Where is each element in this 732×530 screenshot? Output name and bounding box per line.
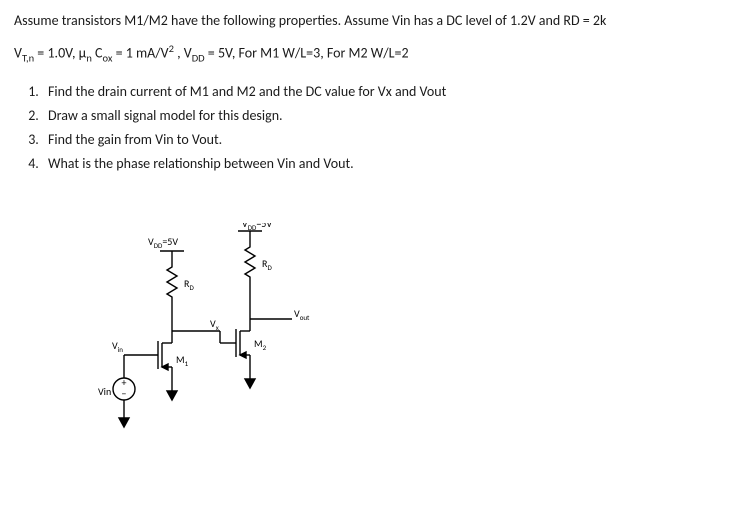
question-2: Draw a small signal model for this desig… (42, 104, 718, 128)
c-sym: C (92, 45, 103, 62)
svg-text:M2: M2 (254, 337, 267, 352)
parameter-line: VT,n = 1.0V, μn Cox = 1 mA/V2 , VDD = 5V… (14, 41, 718, 66)
svg-text:Vin: Vin (112, 339, 123, 354)
question-3: Find the gain from Vin to Vout. (42, 128, 718, 152)
m1-sub: 1 (185, 359, 189, 368)
svg-text:−: − (122, 387, 127, 400)
svg-text:RD: RD (262, 257, 272, 272)
problem-intro: Assume transistors M1/M2 have the follow… (14, 10, 718, 31)
vdd1-val: =5V (162, 235, 178, 248)
svg-text:Vx: Vx (210, 317, 219, 332)
vtn-sub: T,n (22, 51, 34, 64)
svg-text:Vout: Vout (294, 307, 310, 322)
m1-label: M (176, 353, 185, 366)
circuit-figure: + − VDD=5V VDD=5V RD RD Vx Vin Vout M1 M… (62, 223, 718, 457)
vtn-sym: V (14, 45, 22, 62)
vtn-val: = 1.0V, (34, 45, 79, 62)
kval: = 1 mA/V (112, 45, 168, 62)
m2-sub: 2 (263, 343, 267, 352)
vin-sub: in (118, 345, 124, 354)
svg-text:M1: M1 (176, 353, 189, 368)
vdd-sym: , V (174, 45, 192, 62)
question-4: What is the phase relationship between V… (42, 152, 718, 176)
question-list: Find the drain current of M1 and M2 and … (42, 80, 718, 175)
vin-source-label: Vin (98, 385, 111, 398)
vx-sub: x (216, 323, 219, 332)
rd1-sub: D (189, 283, 194, 292)
c-sub: ox (103, 51, 113, 64)
svg-text:VDD=5V: VDD=5V (148, 235, 178, 250)
question-1: Find the drain current of M1 and M2 and … (42, 80, 718, 104)
svg-text:RD: RD (184, 277, 194, 292)
vdd-val: = 5V, For M1 W/L=3, For M2 W/L=2 (205, 45, 409, 62)
vdd-sub: DD (192, 51, 205, 64)
vout-sub: out (300, 313, 310, 322)
rd2-sub: D (267, 263, 272, 272)
m2-label: M (254, 337, 263, 350)
vdd2-val: =5V (256, 223, 272, 230)
